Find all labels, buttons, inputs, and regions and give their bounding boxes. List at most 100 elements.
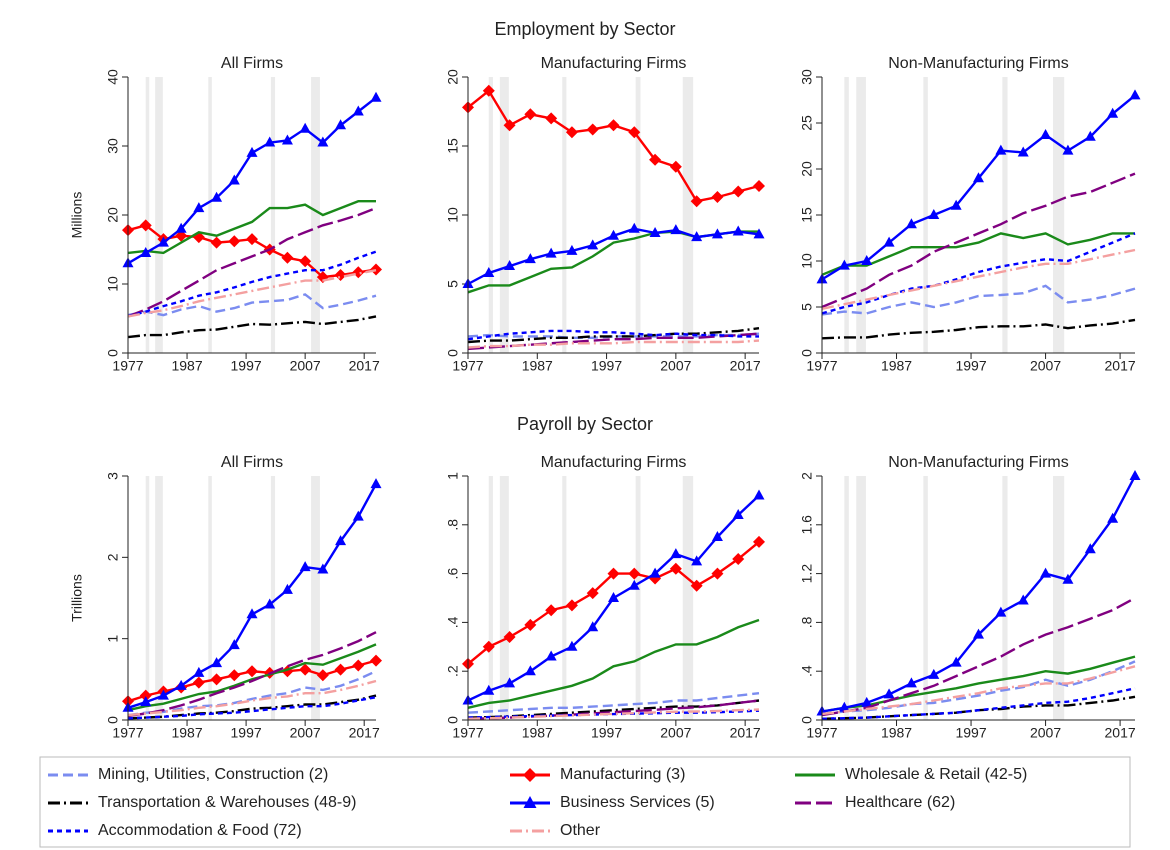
series-line	[127, 631, 377, 718]
marker	[670, 548, 682, 559]
legend-box	[39, 756, 1131, 848]
marker	[753, 535, 765, 548]
x-tick-label: 2017	[1105, 725, 1136, 741]
marker	[281, 583, 293, 594]
marker	[861, 255, 873, 265]
panel: All Firms Millions 0 10 20 30 40 1977 1987 1997 20…	[69, 55, 382, 374]
y-axis-label: Trillions	[69, 574, 85, 622]
marker	[587, 239, 599, 250]
series-line	[821, 284, 1136, 316]
y-tick-label: 5	[799, 303, 815, 311]
x-tick-label: 1987	[522, 358, 553, 374]
panel-title: Manufacturing Firms	[541, 55, 687, 72]
marker	[246, 233, 258, 246]
marker	[334, 663, 347, 676]
marker	[586, 123, 599, 136]
marker	[1129, 89, 1141, 100]
series-line	[127, 696, 377, 720]
marker	[950, 199, 962, 210]
marker	[504, 677, 516, 688]
marker	[607, 567, 620, 580]
series-line	[467, 339, 760, 349]
marker	[691, 555, 703, 566]
series-line	[821, 232, 1135, 276]
y-tick-label: 1	[445, 472, 461, 480]
y-tick-label: 5	[445, 280, 461, 288]
marker	[587, 621, 599, 632]
y-tick-label: 15	[799, 207, 815, 223]
x-tick-label: 1977	[452, 725, 483, 741]
marker	[566, 244, 578, 255]
marker	[211, 657, 223, 668]
y-tick-label: 10	[799, 253, 815, 269]
y-tick-label: 0	[105, 349, 121, 357]
marker	[316, 669, 329, 682]
marker	[905, 218, 917, 229]
panel-title: All Firms	[221, 454, 283, 471]
marker	[732, 552, 745, 565]
marker	[670, 224, 682, 235]
recession-band	[1053, 476, 1065, 720]
y-tick-label: 30	[799, 69, 815, 85]
y-axis-label: Millions	[69, 192, 85, 239]
series-line	[127, 269, 377, 318]
y-tick-label: .6	[445, 568, 461, 580]
marker	[649, 153, 662, 166]
marker	[711, 531, 723, 541]
marker	[753, 489, 765, 500]
marker	[299, 663, 312, 676]
y-tick-label: 40	[105, 69, 121, 85]
series-line	[127, 679, 377, 717]
marker	[565, 599, 578, 612]
marker	[157, 689, 169, 700]
marker	[483, 684, 495, 695]
legend-label: Accommodation & Food (72)	[98, 822, 302, 839]
y-tick-label: .4	[799, 665, 815, 677]
series-line	[821, 318, 1136, 340]
y-tick-label: 20	[799, 161, 815, 177]
y-tick-label: .4	[445, 616, 461, 628]
series-line	[127, 206, 377, 318]
marker	[524, 665, 536, 676]
y-tick-label: .8	[799, 616, 815, 628]
marker	[193, 202, 205, 213]
recession-band	[311, 77, 320, 353]
series-line	[127, 250, 377, 318]
marker	[732, 225, 744, 236]
legend-label: Manufacturing (3)	[560, 766, 685, 783]
marker	[753, 180, 765, 193]
recession-band	[562, 77, 567, 353]
marker	[1084, 130, 1096, 141]
recession-band	[208, 476, 212, 720]
y-tick-label: 2	[105, 553, 121, 561]
marker	[1107, 512, 1119, 523]
section-title: Payroll by Sector	[517, 414, 653, 434]
marker	[995, 144, 1007, 155]
marker	[370, 263, 382, 276]
marker	[335, 119, 347, 130]
marker	[193, 666, 205, 677]
marker	[732, 185, 745, 198]
legend-label: Transportation & Warehouses (48-9)	[98, 794, 356, 811]
y-tick-label: 1.2	[799, 564, 815, 584]
x-tick-label: 1987	[171, 358, 202, 374]
marker	[281, 134, 293, 145]
recession-band	[856, 77, 866, 353]
marker	[228, 235, 241, 248]
marker	[370, 91, 382, 102]
y-tick-label: 1	[105, 635, 121, 643]
recession-band	[923, 476, 928, 720]
series-line	[467, 618, 760, 709]
x-tick-label: 1997	[955, 725, 986, 741]
recession-band	[682, 476, 694, 720]
recession-band	[1053, 77, 1065, 353]
panel: Manufacturing Firms 0 5 10 15 20 1977 1987 1997 2…	[445, 55, 765, 374]
series-line	[127, 315, 377, 339]
marker	[1062, 573, 1074, 584]
series-line	[821, 687, 1136, 720]
marker	[607, 119, 620, 132]
marker	[649, 226, 661, 237]
x-tick-label: 1997	[955, 358, 986, 374]
marker	[669, 562, 682, 575]
